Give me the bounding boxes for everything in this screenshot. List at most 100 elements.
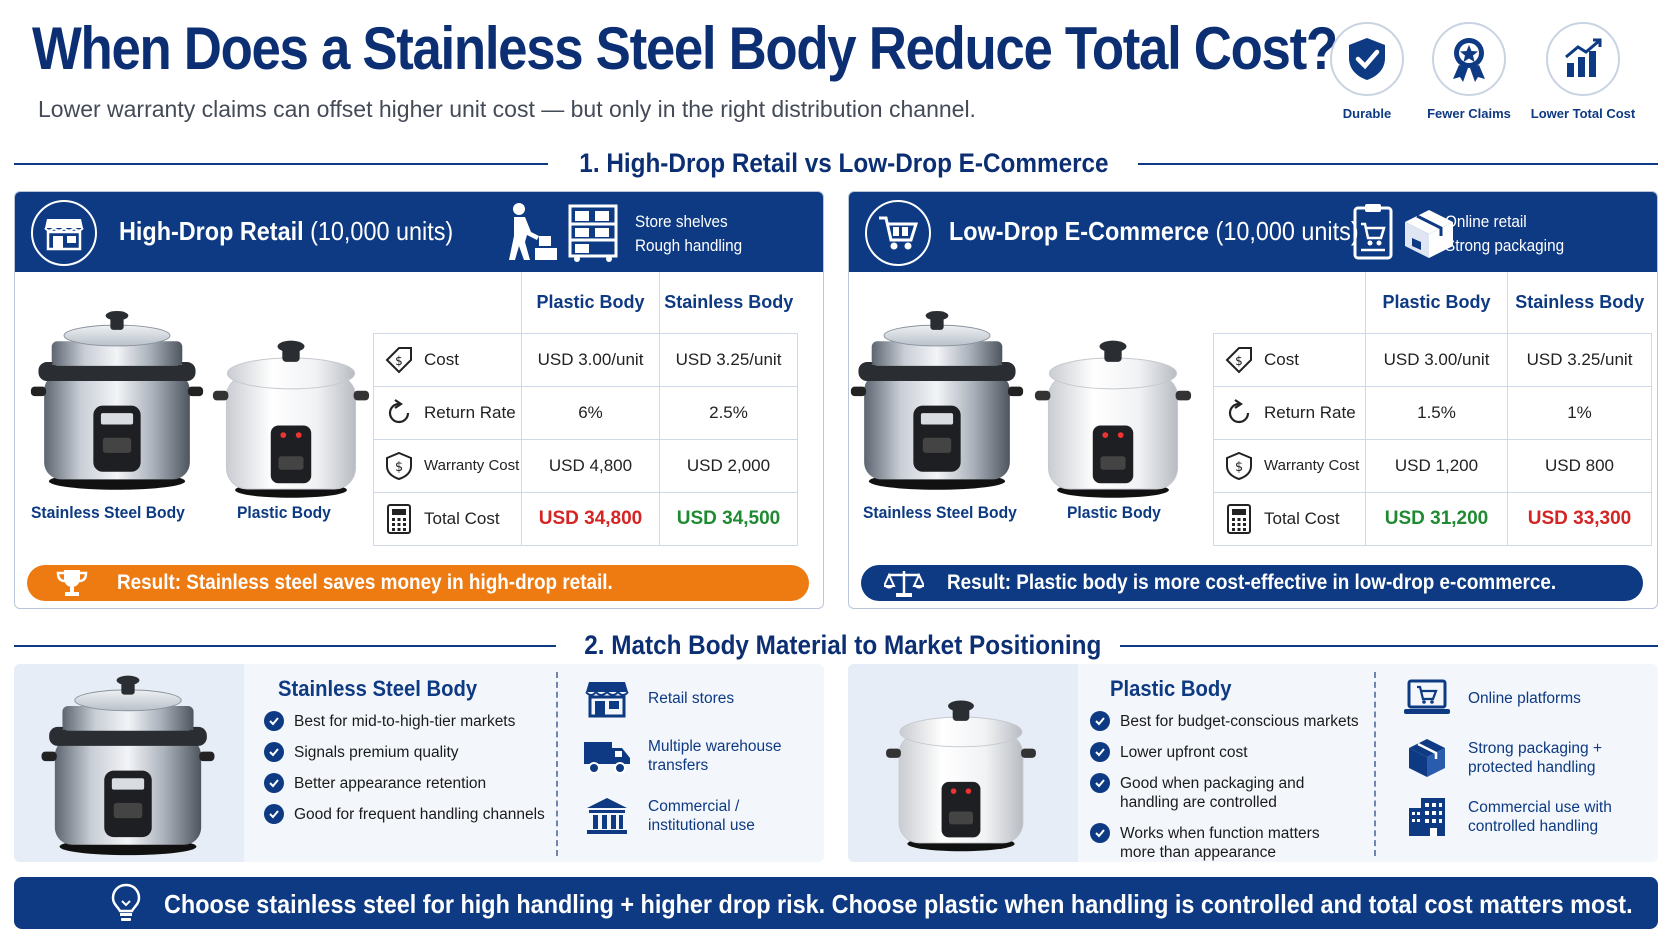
- card-stainless-body: Stainless Steel Body Best for mid-to-hig…: [14, 664, 824, 862]
- caption-plastic: Plastic Body: [1067, 503, 1161, 522]
- card-title: Plastic Body: [1110, 676, 1232, 701]
- return-arrow-icon: [1228, 398, 1250, 423]
- shopping-cart-icon: [865, 200, 931, 266]
- cell-plastic: USD 3.00/unit: [1365, 332, 1508, 387]
- clipboard-cart-icon: [1353, 204, 1393, 260]
- list-item: Lower upfront cost: [1090, 742, 1360, 762]
- channel-text: Online platforms: [1468, 689, 1581, 707]
- badge-label: Durable: [1342, 106, 1392, 121]
- badge-lower-total-cost: Lower Total Cost: [1528, 22, 1638, 121]
- table-row: $ Cost USD 3.00/unit USD 3.25/unit: [373, 332, 798, 387]
- panel-units: (10,000 units): [310, 216, 454, 246]
- cell-stainless: USD 2,000: [659, 438, 798, 493]
- cell-plastic: 1.5%: [1365, 385, 1508, 440]
- point-text: Better appearance retention: [294, 775, 487, 792]
- divider: [14, 163, 548, 165]
- cell-plastic: USD 1,200: [1365, 438, 1508, 493]
- channel-item: Multiple warehouse transfers: [582, 736, 798, 776]
- panel-header-icons: [505, 202, 619, 262]
- return-arrow-icon: [388, 398, 410, 423]
- storefront-icon: [582, 678, 632, 718]
- stainless-cooker-image: [30, 310, 204, 491]
- cell-stainless: USD 800: [1507, 438, 1652, 493]
- note-line: Store shelves: [635, 212, 728, 231]
- caption-stainless: Stainless Steel Body: [31, 503, 185, 522]
- list-item: Best for mid-to-high-tier markets: [264, 711, 564, 731]
- cell-plastic-total: USD 34,800: [521, 491, 660, 546]
- table-corner: [1214, 272, 1366, 333]
- table-row: Total Cost USD 31,200 USD 33,300: [1213, 491, 1652, 546]
- page-subtitle: Lower warranty claims can offset higher …: [38, 96, 976, 122]
- badge-label: Fewer Claims: [1427, 106, 1511, 121]
- table-corner: [374, 272, 522, 333]
- column-header: Stainless Body: [659, 272, 798, 333]
- point-text: Best for mid-to-high-tier markets: [294, 713, 516, 730]
- divider: [1120, 645, 1658, 647]
- note-line: Online retail: [1445, 212, 1527, 231]
- cell-stainless-total: USD 33,300: [1507, 491, 1652, 546]
- row-label: Warranty Cost: [424, 457, 520, 474]
- dashed-divider: [556, 672, 558, 856]
- office-building-icon: [1402, 796, 1452, 838]
- panel-low-drop-ecommerce: Low-Drop E-Commerce (10,000 units) Onlin…: [848, 191, 1658, 609]
- result-bar-retail: Result: Stainless steel saves money in h…: [27, 565, 809, 601]
- section-2-heading: 2. Match Body Material to Market Positio…: [584, 630, 1102, 660]
- laptop-cart-icon: [1402, 678, 1452, 718]
- calculator-icon: [387, 503, 411, 534]
- panel-notes: Store shelves Rough handling: [635, 210, 742, 258]
- card-image-panel: [848, 664, 1078, 862]
- table-row: $ Warranty Cost USD 1,200 USD 800: [1213, 438, 1652, 493]
- cell-plastic-total: USD 31,200: [1365, 491, 1508, 546]
- panel-title: High-Drop Retail (10,000 units): [119, 216, 453, 247]
- point-text: Best for budget-conscious markets: [1120, 713, 1359, 730]
- cost-table-ecommerce: Plastic Body Stainless Body $ Cost USD 3…: [1213, 272, 1652, 546]
- check-icon: [264, 742, 284, 762]
- column-header: Plastic Body: [521, 272, 660, 333]
- cell-stainless: 1%: [1507, 385, 1652, 440]
- conclusion-bar: Choose stainless steel for high handling…: [14, 877, 1658, 929]
- panel-title: Low-Drop E-Commerce (10,000 units): [949, 216, 1359, 247]
- badge-label: Lower Total Cost: [1530, 106, 1636, 121]
- badge-durable: Durable: [1312, 22, 1422, 121]
- divider: [14, 645, 556, 647]
- balance-scale-icon: [861, 568, 947, 598]
- list-item: Signals premium quality: [264, 742, 564, 762]
- lightbulb-icon: [111, 883, 141, 921]
- plastic-cooker-image: [1034, 340, 1192, 499]
- list-item: Works when function matters more than ap…: [1090, 823, 1360, 862]
- row-label: Warranty Cost: [1264, 457, 1360, 474]
- cell-plastic: USD 3.00/unit: [521, 332, 660, 387]
- check-icon: [1090, 742, 1110, 762]
- cell-plastic: 6%: [521, 385, 660, 440]
- price-tag-icon: $: [385, 346, 412, 373]
- panel-notes: Online retail Strong packaging: [1445, 210, 1564, 258]
- stainless-cooker-image: [40, 674, 216, 856]
- point-text: Works when function matters more than ap…: [1120, 825, 1320, 861]
- panel-units: (10,000 units): [1215, 216, 1359, 246]
- check-icon: [264, 804, 284, 824]
- cell-stainless: USD 3.25/unit: [1507, 332, 1652, 387]
- calculator-icon: [1227, 503, 1251, 534]
- list-item: Good for frequent handling channels: [264, 804, 564, 824]
- panel-header-icons: [1351, 202, 1459, 262]
- point-text: Good when packaging and handling are con…: [1120, 775, 1305, 811]
- channel-text: Commercial use with controlled handling: [1468, 799, 1612, 835]
- channel-text: Strong packaging + protected handling: [1468, 740, 1602, 776]
- divider: [1138, 163, 1658, 165]
- svg-text:$: $: [395, 460, 403, 475]
- cell-stainless-total: USD 34,500: [659, 491, 798, 546]
- plastic-cooker-image: [885, 700, 1037, 852]
- list-item: Better appearance retention: [264, 773, 564, 793]
- panel-header: Low-Drop E-Commerce (10,000 units) Onlin…: [849, 192, 1657, 272]
- panel-title-text: Low-Drop E-Commerce: [949, 216, 1210, 246]
- page-title: When Does a Stainless Steel Body Reduce …: [32, 15, 1338, 82]
- table-row: Return Rate 1.5% 1%: [1213, 385, 1652, 440]
- column-header: Stainless Body: [1507, 272, 1652, 333]
- check-icon: [264, 711, 284, 731]
- trophy-icon: [27, 568, 117, 598]
- svg-text:$: $: [1235, 354, 1243, 368]
- packages-icon: [1405, 210, 1453, 258]
- section-1-heading: 1. High-Drop Retail vs Low-Drop E-Commer…: [579, 148, 1109, 178]
- row-label: Cost: [424, 349, 459, 369]
- row-label: Total Cost: [1264, 508, 1340, 528]
